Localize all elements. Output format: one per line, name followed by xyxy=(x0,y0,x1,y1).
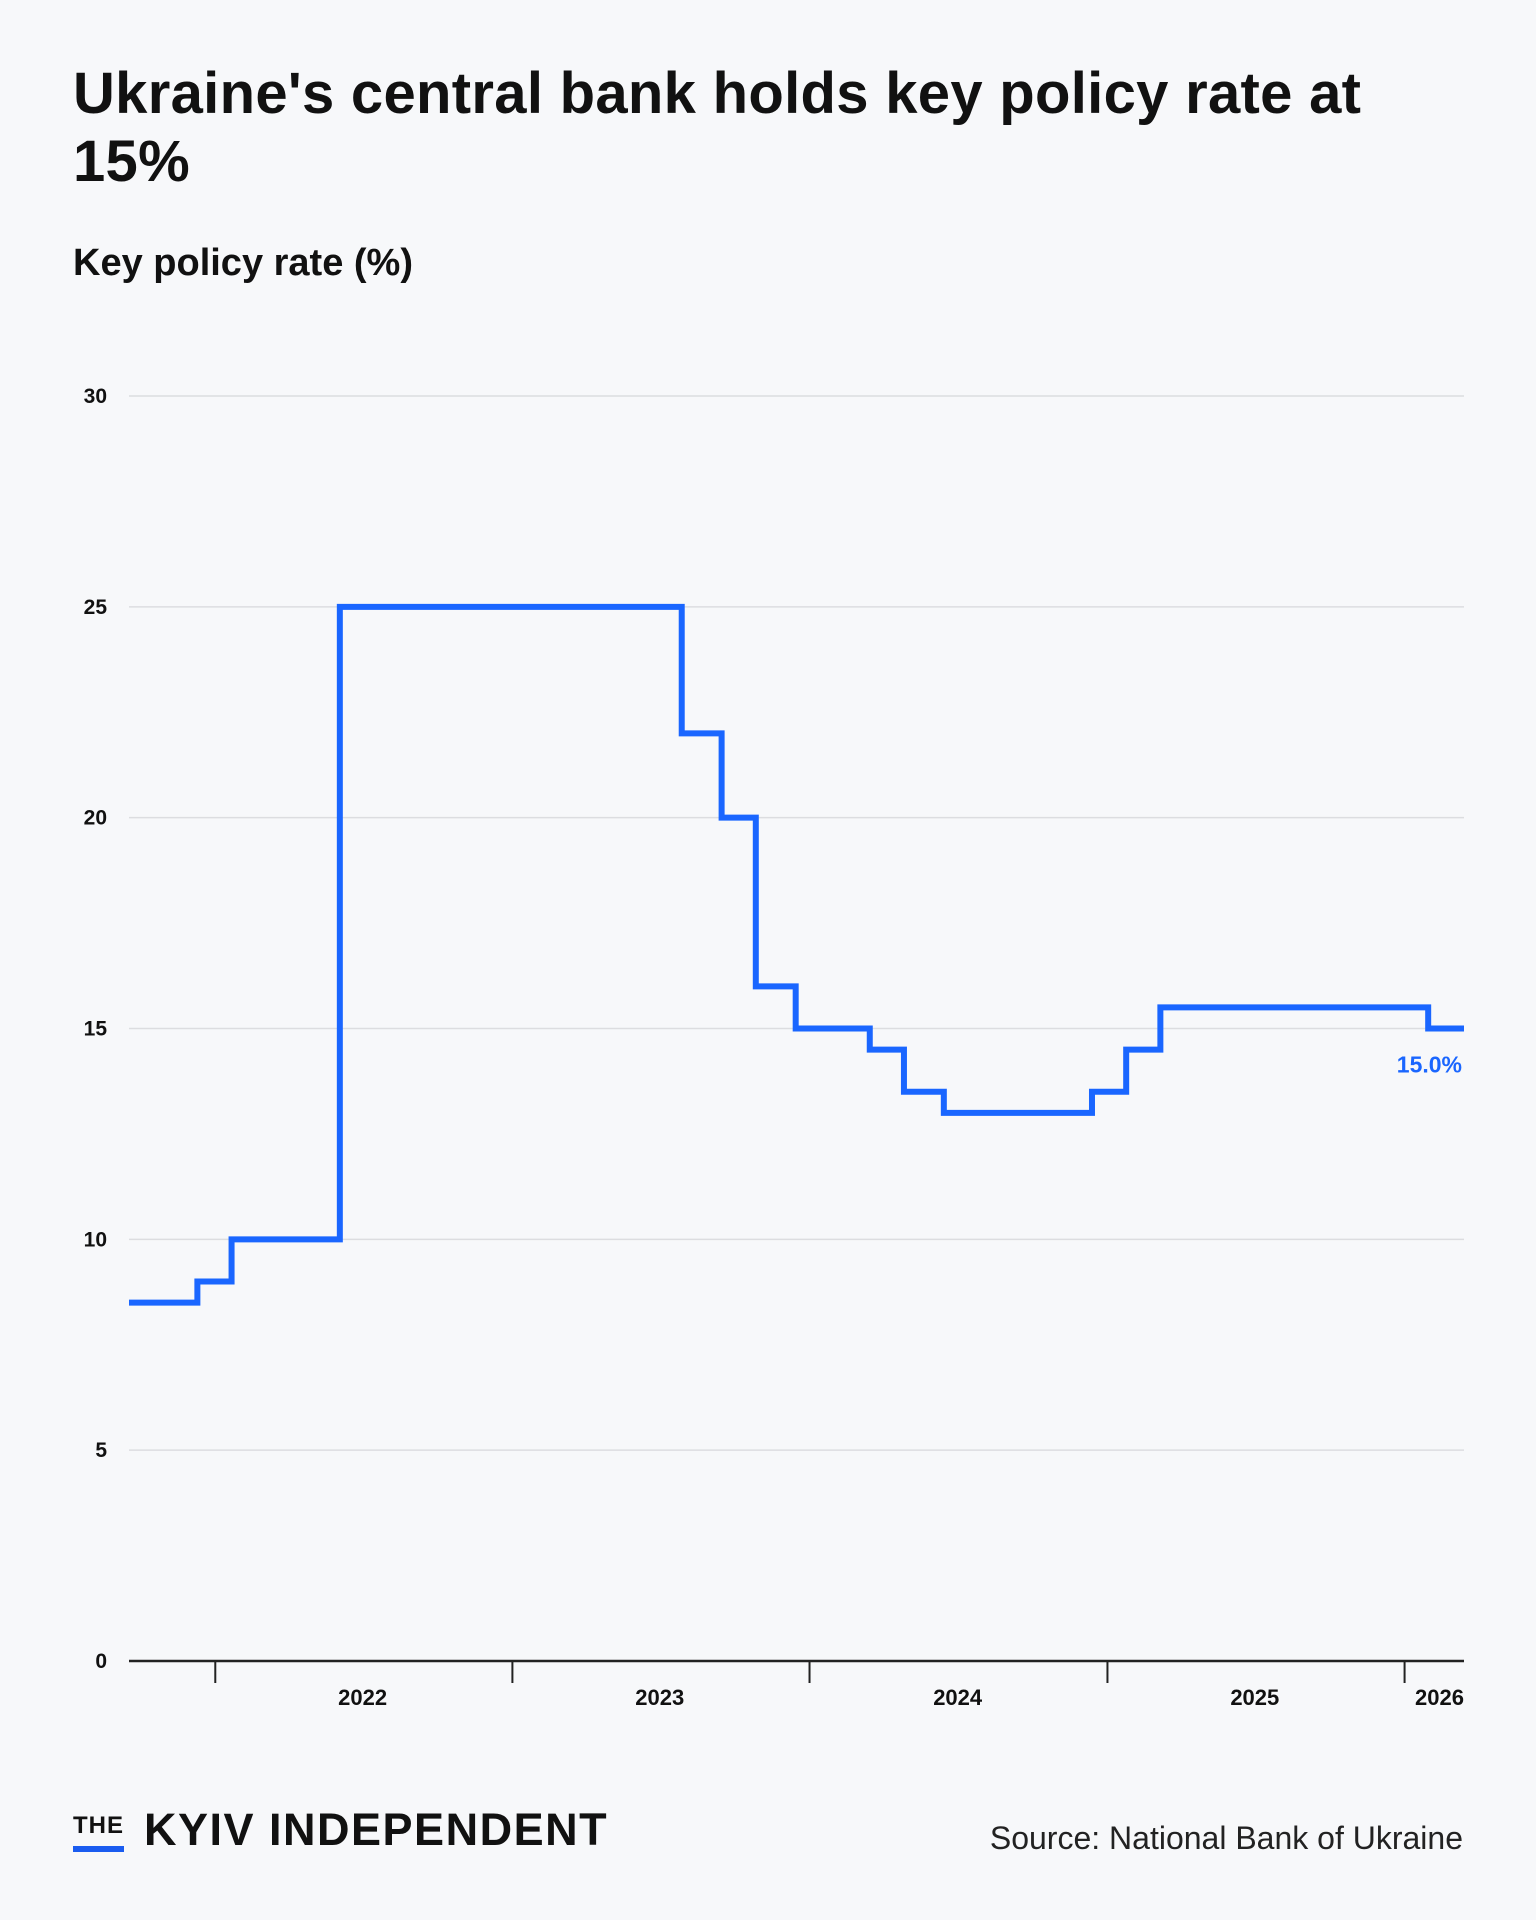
y-tick-label: 25 xyxy=(84,596,108,619)
x-tick-label: 2025 xyxy=(1230,1685,1279,1710)
chart-title: Ukraine's central bank holds key policy … xyxy=(73,61,1362,194)
logo-main: KYIV INDEPENDENT xyxy=(144,1804,609,1855)
rate-step-line xyxy=(129,603,1464,1306)
y-tick-label: 15 xyxy=(84,1018,108,1041)
y-tick-label: 30 xyxy=(84,385,107,408)
x-tick-label: 2022 xyxy=(338,1685,387,1710)
source-note: Source: National Bank of Ukraine xyxy=(989,1820,1463,1856)
x-tick-label: 2023 xyxy=(635,1685,684,1710)
y-tick-label: 20 xyxy=(84,807,107,830)
kyiv-independent-logo: THE KYIV INDEPENDENT xyxy=(73,1804,609,1855)
y-tick-label: 5 xyxy=(95,1439,107,1462)
x-tick-label: 2024 xyxy=(933,1685,983,1710)
x-tick-label: 2026 xyxy=(1415,1685,1464,1710)
last-value-label: 15.0% xyxy=(1397,1052,1462,1078)
logo-the: THE xyxy=(73,1812,124,1852)
y-tick-label: 10 xyxy=(84,1228,107,1251)
chart-subtitle: Key policy rate (%) xyxy=(73,242,413,284)
y-tick-label: 0 xyxy=(95,1650,107,1673)
